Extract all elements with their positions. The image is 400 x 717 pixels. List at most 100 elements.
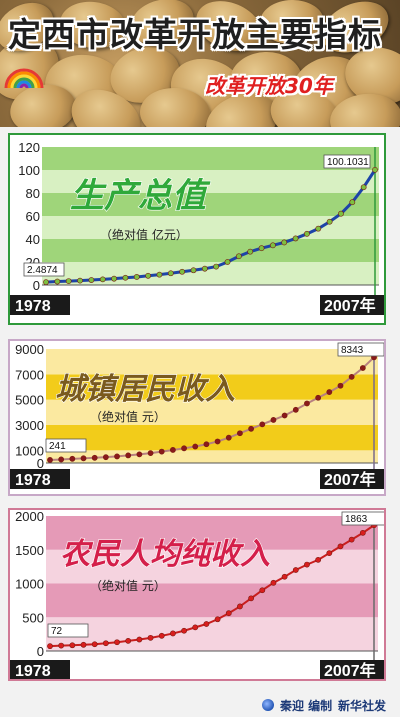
data-point bbox=[181, 445, 187, 452]
data-point bbox=[269, 242, 276, 249]
y-tick-label: 0 bbox=[37, 644, 44, 659]
data-point bbox=[91, 454, 98, 461]
urban-income-chart-panel: 0 1000 3000 5000 7000 9000 城镇居民收入 （绝对值 元） 241 834… bbox=[8, 339, 386, 496]
data-point bbox=[114, 453, 120, 460]
chart-subtitle: （绝对值 元） bbox=[90, 409, 166, 424]
chart-title: 生产总值 bbox=[70, 176, 211, 216]
end-year-box bbox=[320, 660, 384, 679]
data-point bbox=[359, 365, 366, 371]
y-tick-label: 40 bbox=[26, 232, 40, 247]
rural-income-chart-panel: 0 500 1000 1500 2000 农民人均纯收入 （绝对值 元） 72 1863 1978… bbox=[8, 508, 386, 681]
start-year-label: 1978 bbox=[15, 298, 51, 315]
chart-band bbox=[46, 617, 378, 651]
data-point bbox=[304, 230, 310, 237]
end-year-label: 2007年 bbox=[324, 470, 376, 489]
globe-icon bbox=[262, 699, 274, 711]
data-point bbox=[169, 630, 176, 637]
data-point bbox=[214, 616, 221, 623]
data-point bbox=[203, 621, 210, 627]
data-point bbox=[158, 448, 165, 455]
last-value-label-box bbox=[341, 511, 384, 526]
data-point bbox=[125, 452, 132, 459]
data-point bbox=[203, 441, 210, 448]
data-point bbox=[237, 430, 243, 437]
end-year-box bbox=[320, 469, 384, 489]
start-year-box bbox=[10, 295, 70, 315]
data-point bbox=[326, 550, 333, 557]
data-point bbox=[125, 637, 132, 644]
data-point bbox=[248, 595, 255, 602]
data-point bbox=[80, 641, 87, 648]
y-tick-label: 100 bbox=[18, 163, 40, 178]
data-point bbox=[169, 447, 176, 453]
y-tick-label: 1000 bbox=[15, 443, 44, 458]
data-point bbox=[315, 556, 322, 563]
end-year-box bbox=[320, 295, 384, 315]
data-point bbox=[225, 610, 232, 617]
data-point bbox=[348, 536, 355, 543]
y-tick-label: 120 bbox=[18, 140, 40, 155]
y-tick-label: 0 bbox=[37, 456, 44, 471]
data-point bbox=[372, 166, 378, 173]
data-point bbox=[69, 642, 76, 649]
data-point bbox=[201, 265, 208, 272]
data-point bbox=[114, 639, 120, 646]
data-point bbox=[315, 394, 322, 401]
data-point bbox=[147, 634, 154, 641]
data-point bbox=[224, 259, 231, 265]
data-point bbox=[213, 263, 220, 270]
data-point bbox=[158, 632, 165, 639]
chart-band bbox=[42, 170, 379, 193]
y-tick-label: 1000 bbox=[15, 577, 44, 592]
data-point bbox=[292, 567, 299, 573]
chart-band bbox=[46, 516, 378, 550]
data-point bbox=[338, 210, 344, 217]
data-point bbox=[147, 450, 154, 457]
data-point bbox=[281, 412, 288, 419]
data-point bbox=[47, 643, 53, 650]
footer bbox=[0, 697, 400, 717]
first-value-label: 241 bbox=[49, 441, 66, 452]
data-point bbox=[225, 434, 232, 441]
data-point bbox=[348, 373, 355, 380]
data-point bbox=[145, 272, 152, 279]
data-point bbox=[181, 627, 187, 634]
first-value-label: 2.4874 bbox=[27, 265, 58, 276]
data-point bbox=[77, 277, 83, 284]
data-point bbox=[337, 382, 344, 389]
data-point bbox=[156, 271, 163, 278]
last-value-label: 100.1031 bbox=[327, 157, 369, 168]
data-point bbox=[359, 529, 366, 536]
data-point bbox=[247, 248, 254, 255]
data-point bbox=[69, 455, 76, 462]
y-tick-label: 500 bbox=[22, 610, 44, 625]
data-point bbox=[58, 456, 65, 463]
data-point bbox=[315, 225, 322, 232]
data-point bbox=[65, 278, 72, 284]
start-year-label: 1978 bbox=[15, 472, 51, 489]
chart-title: 城镇居民收入 bbox=[55, 372, 235, 407]
data-point bbox=[190, 267, 197, 274]
data-point bbox=[248, 425, 255, 432]
data-point bbox=[304, 561, 310, 568]
chart-band bbox=[42, 193, 379, 216]
data-point bbox=[304, 400, 310, 407]
first-value-label-box bbox=[23, 262, 65, 277]
data-point bbox=[349, 199, 356, 206]
header-banner bbox=[0, 0, 400, 127]
data-point bbox=[136, 451, 143, 458]
y-tick-label: 2000 bbox=[15, 510, 44, 524]
y-tick-label: 5000 bbox=[15, 393, 44, 408]
last-value-label: 1863 bbox=[345, 514, 368, 525]
y-tick-label: 9000 bbox=[15, 342, 44, 357]
data-point bbox=[136, 636, 143, 643]
first-value-label-box bbox=[47, 623, 89, 638]
data-point bbox=[259, 421, 266, 428]
data-point bbox=[192, 443, 199, 450]
chart-subtitle: （绝对值 元） bbox=[90, 578, 166, 593]
rainbow-logo-icon bbox=[4, 68, 44, 89]
last-value-label: 8343 bbox=[341, 345, 364, 356]
data-point bbox=[54, 278, 61, 285]
last-value-label-box bbox=[323, 154, 371, 169]
